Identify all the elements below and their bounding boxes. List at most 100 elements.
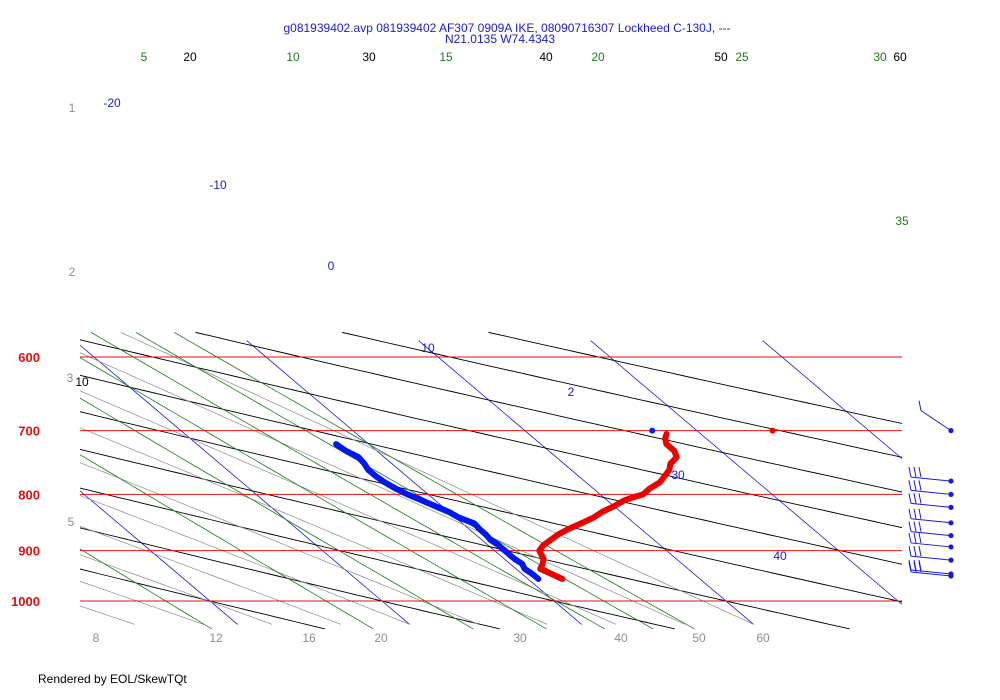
pressure-tick-label: 600 (18, 350, 40, 365)
moist-adiabat-line (80, 580, 204, 625)
wind-barb (908, 561, 954, 579)
dry-adiabat-line (80, 339, 902, 529)
dry-adiabat-line (80, 568, 326, 630)
moist-adiabat-label: 8 (93, 631, 100, 645)
wind-barb-feather (918, 400, 922, 411)
wind-barb-dot (948, 491, 954, 497)
temperature-profile (536, 431, 680, 582)
dry-adiabat-line (341, 332, 902, 458)
moist-adiabat-label: 40 (614, 631, 628, 645)
wind-barb-dot (948, 478, 954, 484)
height-label: 1 (69, 101, 76, 115)
isotherm-label: 40 (773, 549, 787, 563)
chart-title: g081939402.avp 081939402 AF307 0909A IKE… (283, 21, 730, 35)
dry-adiabat-line (80, 448, 850, 630)
wind-barb-dot (948, 520, 954, 526)
wind-barb-staff (910, 555, 952, 561)
wind-barb-feather (913, 480, 917, 491)
isotherm-line (246, 340, 582, 625)
wind-barb-feather (908, 493, 912, 504)
wind-barbs (908, 400, 954, 579)
background-grid (0, 332, 902, 630)
pressure-tick-label: 700 (18, 424, 40, 439)
wind-barb-feather (908, 546, 912, 557)
wind-barb-feather (918, 546, 922, 557)
wind-barb-feather (908, 561, 912, 573)
grid-labels: 600 700 800 900 1000 -20 -10 0 10 2 30 40 20 30 40 50 60… (11, 50, 909, 645)
wind-barb-feather (918, 493, 922, 504)
mixing-ratio-line (80, 548, 213, 630)
wind-barb-feather (908, 508, 912, 519)
mixing-ratio-label: 30 (873, 50, 887, 64)
dry-adiabat-label: 30 (362, 50, 376, 64)
wind-barb-staff (910, 531, 952, 537)
isotherm-label: -10 (209, 178, 227, 192)
wind-barb-feather (918, 466, 922, 478)
wind-barb-staff (910, 476, 952, 482)
chart-subtitle: N21.0135 W74.4343 (445, 32, 555, 46)
isotherm-label: 0 (328, 259, 335, 273)
isotherm-line (0, 341, 66, 625)
wind-barb-feather (913, 508, 917, 519)
wind-barb-feather (913, 546, 917, 557)
moist-adiabat-line (80, 427, 548, 625)
mixing-ratio-label: 35 (895, 214, 909, 228)
dry-adiabat-label: 40 (539, 50, 553, 64)
dry-adiabat-label: 60 (893, 50, 907, 64)
wind-barb-dot (948, 532, 954, 539)
dry-adiabat-line (80, 487, 675, 630)
height-label: 2 (69, 265, 76, 279)
mixing-ratio-line (135, 332, 654, 630)
moist-adiabat-label: 12 (209, 631, 223, 645)
height-label: 5 (68, 515, 75, 529)
moist-adiabat-line (80, 462, 479, 625)
moist-adiabat-label: 20 (374, 631, 388, 645)
wind-barb-staff (910, 489, 952, 495)
dry-adiabat-label: 20 (183, 50, 197, 64)
moist-adiabat-label: 50 (692, 631, 706, 645)
wind-barb-staff (910, 502, 952, 508)
wind-barb-feather (908, 532, 912, 544)
mixing-ratio-label: 25 (735, 50, 749, 64)
wind-barb-feather (918, 521, 922, 532)
isotherm-line (80, 490, 238, 625)
wind-barb-feather (918, 532, 922, 544)
sounding-profiles (333, 427, 776, 582)
wind-barb (908, 521, 954, 539)
wind-barb (908, 493, 954, 510)
wind-barb-feather (913, 493, 917, 504)
isotherm-line (590, 340, 902, 605)
isotherm-line (762, 340, 902, 460)
moist-adiabat-line (0, 333, 66, 625)
wind-barb-dot (948, 504, 954, 510)
isotherm-line (80, 344, 410, 625)
moist-adiabat-line (80, 352, 686, 625)
dry-adiabat-line (80, 374, 902, 565)
wind-barb-feather (918, 480, 922, 491)
wind-barb (908, 532, 954, 550)
wind-barb (908, 508, 954, 526)
wind-barb (918, 400, 954, 434)
footer-credit: Rendered by EOL/SkewTQt (38, 672, 187, 686)
height-label: 3 (67, 371, 74, 385)
dewpoint-marker (649, 427, 656, 434)
dewpoint-profile (333, 441, 542, 582)
mixing-ratio-line (174, 332, 695, 630)
isotherm-label: 10 (421, 341, 435, 355)
mixing-ratio-label: 20 (591, 50, 605, 64)
dry-adiabat-line (80, 527, 500, 630)
wind-barb-feather (913, 561, 917, 573)
moist-adiabat-label: 30 (513, 631, 527, 645)
wind-barb-feather (913, 521, 917, 532)
wind-barb-staff (910, 569, 952, 575)
wind-barb (908, 480, 954, 497)
wind-barb-feather (908, 521, 912, 532)
dry-adiabat-label: 50 (714, 50, 728, 64)
wind-barb-staff (920, 410, 952, 432)
wind-barb-feather (908, 466, 912, 478)
wind-barb-staff (910, 542, 952, 548)
mixing-ratio-label: 15 (439, 50, 453, 64)
wind-barb-dot (948, 557, 954, 563)
wind-barb-feather (913, 466, 917, 478)
